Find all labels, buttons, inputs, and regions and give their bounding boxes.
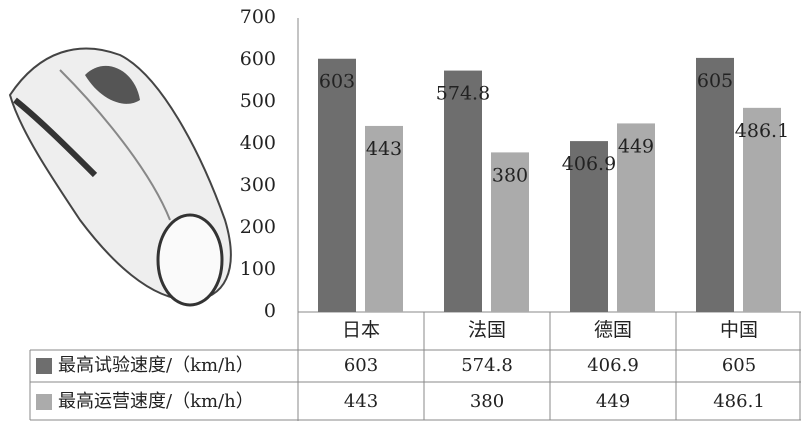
x-tick-label: 日本 [342, 319, 380, 341]
table-cell: 406.9 [587, 355, 639, 376]
table-cell: 605 [722, 355, 756, 376]
x-tick-label: 中国 [720, 319, 758, 341]
y-tick-label: 600 [240, 48, 276, 70]
data-label: 443 [366, 138, 402, 160]
data-label: 449 [618, 135, 654, 157]
table-cell: 380 [470, 391, 504, 412]
y-tick-label: 700 [240, 6, 276, 28]
chart: 0 100 200 300 400 500 600 700 日本 603 603 443 443 法国 57… [0, 0, 801, 421]
legend-label: 最高运营速度/（km/h） [58, 391, 254, 412]
y-tick-label: 100 [240, 258, 276, 280]
legend-label: 最高试验速度/（km/h） [58, 355, 254, 376]
table-cell: 574.8 [461, 355, 513, 376]
x-tick-label: 德国 [594, 319, 632, 341]
data-label: 574.8 [436, 83, 490, 105]
x-tick-label: 法国 [468, 319, 506, 341]
legend-swatch [36, 394, 52, 410]
y-tick-label: 300 [240, 174, 276, 196]
data-label: 406.9 [562, 153, 616, 175]
data-label: 603 [319, 71, 355, 93]
data-label: 605 [697, 70, 733, 92]
table-cell: 603 [344, 355, 378, 376]
legend-swatch [36, 358, 52, 374]
train-illustration [10, 48, 231, 305]
table-cell: 486.1 [713, 391, 765, 412]
y-tick-label: 400 [240, 132, 276, 154]
y-tick-label: 0 [264, 300, 276, 322]
data-label: 486.1 [735, 120, 789, 142]
bar [696, 58, 734, 312]
bar [444, 71, 482, 312]
data-label: 380 [492, 164, 528, 186]
table-cell: 443 [344, 391, 378, 412]
bar [318, 59, 356, 312]
table-cell: 449 [596, 391, 630, 412]
y-tick-label: 200 [240, 216, 276, 238]
y-tick-label: 500 [240, 90, 276, 112]
